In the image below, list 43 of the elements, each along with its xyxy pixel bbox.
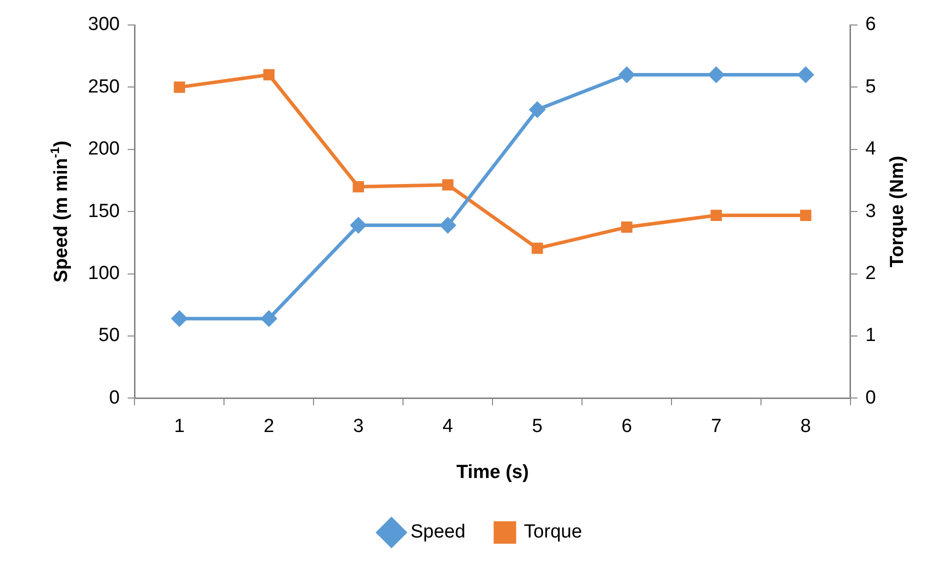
y-axis-title: Speed (m min-1) — [48, 140, 72, 283]
y2-tick-label: 1 — [865, 325, 876, 346]
point — [442, 179, 454, 190]
y-tick-label: 250 — [88, 76, 120, 98]
point — [532, 242, 543, 254]
x-tick-label: 7 — [710, 416, 722, 437]
point — [352, 181, 364, 192]
x-tick-label: 6 — [621, 416, 632, 437]
point — [619, 67, 635, 83]
point — [174, 82, 186, 93]
point — [798, 67, 814, 83]
y-tick-label: 50 — [98, 325, 120, 346]
x-axis-title: Time (s) — [456, 462, 529, 484]
point — [172, 310, 188, 326]
y-tick-label: 200 — [88, 138, 120, 160]
y-tick-label: 0 — [109, 387, 120, 408]
legend-label: Speed — [410, 522, 466, 543]
y-tick-label: 100 — [88, 263, 120, 284]
x-tick-label: 8 — [800, 416, 811, 437]
x-tick-label: 2 — [264, 416, 274, 437]
y-tick-label: 150 — [88, 200, 120, 222]
x-tick-label: 4 — [442, 416, 454, 437]
point — [263, 69, 275, 80]
point — [708, 67, 724, 83]
y2-axis-title: Torque (Nm) — [887, 156, 908, 268]
point — [800, 210, 812, 221]
y2-tick-label: 3 — [865, 200, 876, 222]
point — [530, 102, 546, 118]
legend-label: Torque — [524, 522, 582, 543]
y2-tick-label: 5 — [865, 76, 876, 98]
y-tick-label: 300 — [88, 14, 120, 36]
point — [440, 218, 456, 234]
x-tick-label: 1 — [174, 416, 185, 437]
point — [261, 310, 277, 326]
y2-tick-label: 4 — [865, 138, 876, 160]
y2-tick-label: 0 — [865, 387, 876, 408]
x-tick-label: 3 — [353, 416, 364, 437]
x-tick-label: 5 — [532, 416, 543, 437]
point — [710, 210, 722, 221]
y2-tick-label: 6 — [865, 14, 876, 36]
y2-tick-label: 2 — [865, 263, 876, 284]
point — [350, 218, 366, 234]
point — [621, 222, 632, 233]
